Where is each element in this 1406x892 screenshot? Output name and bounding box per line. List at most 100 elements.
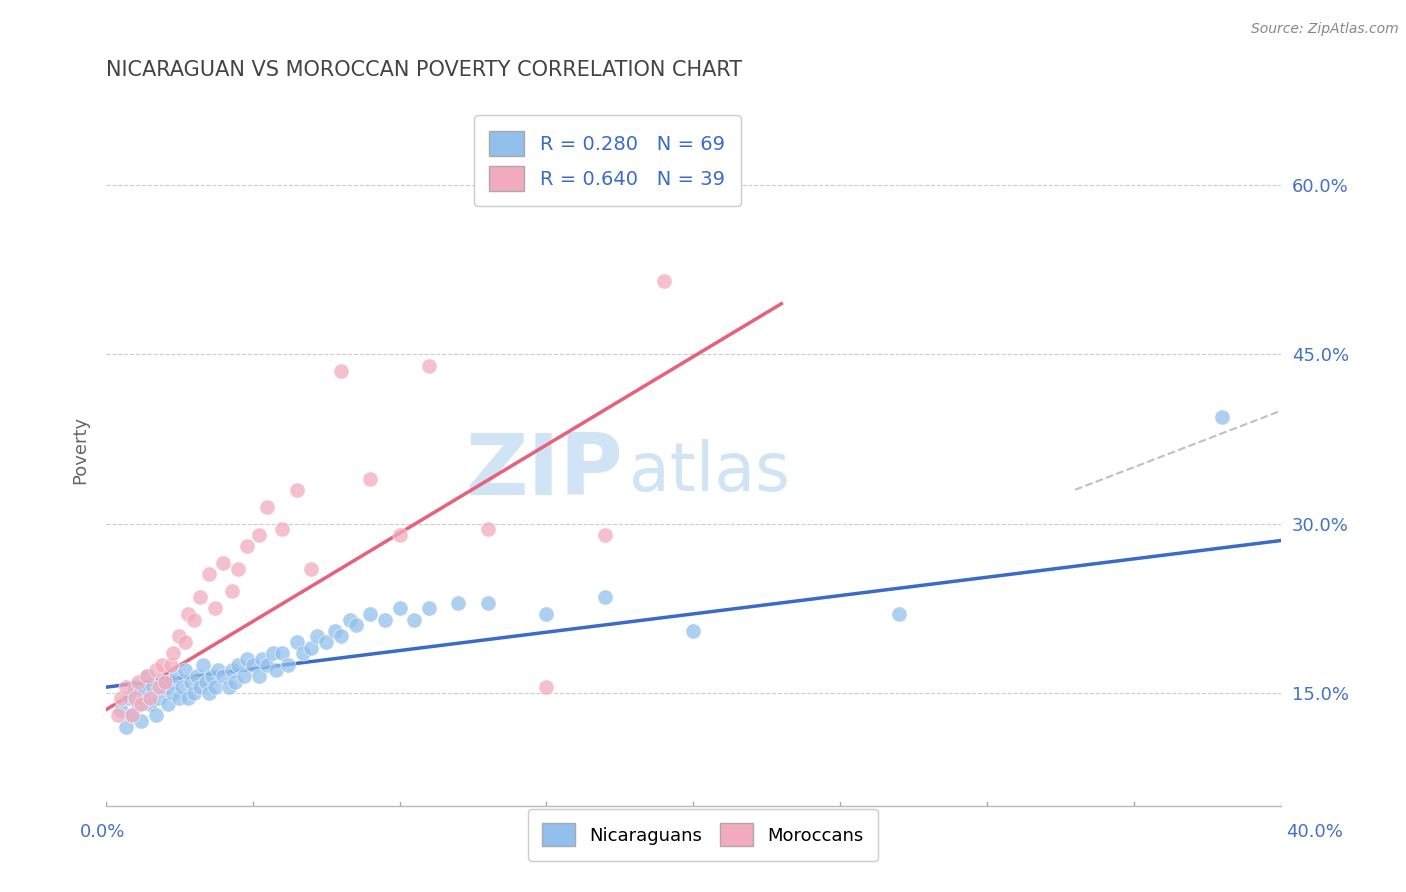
Point [404, 613, 426, 627]
Point [148, 691, 170, 706]
Point [136, 669, 159, 683]
Text: 40.0%: 40.0% [1286, 822, 1343, 840]
Legend: R = 0.280   N = 69, R = 0.640   N = 39: R = 0.280 N = 69, R = 0.640 N = 39 [474, 115, 741, 206]
Point [145, 663, 167, 677]
Point [536, 680, 558, 694]
Point [323, 624, 346, 638]
Point [212, 556, 235, 570]
Point [169, 691, 191, 706]
Point [359, 607, 381, 621]
Point [285, 635, 308, 649]
Text: atlas: atlas [628, 439, 790, 505]
Point [329, 364, 352, 378]
Point [285, 483, 308, 497]
Point [201, 669, 224, 683]
Point [174, 663, 197, 677]
Point [159, 657, 181, 672]
Point [236, 652, 259, 666]
Point [150, 674, 173, 689]
Point [159, 674, 181, 689]
Point [477, 596, 499, 610]
Point [127, 674, 149, 689]
Point [148, 680, 170, 694]
Point [136, 669, 159, 683]
Point [212, 669, 235, 683]
Point [271, 646, 294, 660]
Point [124, 691, 146, 706]
Point [652, 274, 675, 288]
Point [115, 720, 138, 734]
Text: Source: ZipAtlas.com: Source: ZipAtlas.com [1251, 22, 1399, 37]
Point [183, 613, 205, 627]
Y-axis label: Poverty: Poverty [72, 417, 89, 484]
Point [291, 646, 314, 660]
Point [177, 691, 200, 706]
Point [132, 686, 155, 700]
Point [191, 657, 214, 672]
Point [221, 584, 243, 599]
Point [129, 697, 152, 711]
Point [153, 680, 176, 694]
Point [162, 646, 184, 660]
Point [110, 703, 132, 717]
Point [447, 596, 470, 610]
Point [593, 590, 616, 604]
Point [418, 359, 440, 373]
Legend: Nicaraguans, Moroccans: Nicaraguans, Moroccans [529, 808, 877, 861]
Point [256, 657, 278, 672]
Point [232, 669, 254, 683]
Point [242, 657, 264, 672]
Text: ZIP: ZIP [465, 430, 623, 513]
Point [156, 697, 179, 711]
Point [169, 630, 191, 644]
Point [477, 522, 499, 536]
Point [262, 646, 284, 660]
Point [250, 652, 273, 666]
Point [165, 669, 187, 683]
Point [177, 607, 200, 621]
Point [682, 624, 704, 638]
Point [344, 618, 367, 632]
Point [194, 674, 217, 689]
Point [388, 528, 411, 542]
Point [162, 686, 184, 700]
Point [388, 601, 411, 615]
Point [418, 601, 440, 615]
Point [887, 607, 910, 621]
Point [188, 680, 211, 694]
Point [359, 471, 381, 485]
Point [127, 697, 149, 711]
Text: 0.0%: 0.0% [80, 822, 125, 840]
Point [247, 528, 270, 542]
Point [121, 708, 143, 723]
Point [139, 697, 162, 711]
Point [301, 640, 323, 655]
Point [224, 674, 246, 689]
Point [374, 613, 396, 627]
Point [188, 590, 211, 604]
Point [118, 691, 141, 706]
Point [221, 663, 243, 677]
Point [207, 663, 229, 677]
Point [142, 680, 165, 694]
Point [301, 562, 323, 576]
Point [139, 691, 162, 706]
Point [536, 607, 558, 621]
Point [153, 674, 176, 689]
Point [150, 657, 173, 672]
Point [236, 539, 259, 553]
Point [256, 500, 278, 514]
Point [339, 613, 361, 627]
Point [307, 630, 329, 644]
Point [129, 714, 152, 728]
Point [329, 630, 352, 644]
Point [110, 691, 132, 706]
Point [277, 657, 299, 672]
Point [115, 680, 138, 694]
Point [226, 657, 249, 672]
Point [264, 663, 287, 677]
Point [204, 601, 226, 615]
Point [145, 708, 167, 723]
Point [218, 680, 240, 694]
Point [172, 680, 194, 694]
